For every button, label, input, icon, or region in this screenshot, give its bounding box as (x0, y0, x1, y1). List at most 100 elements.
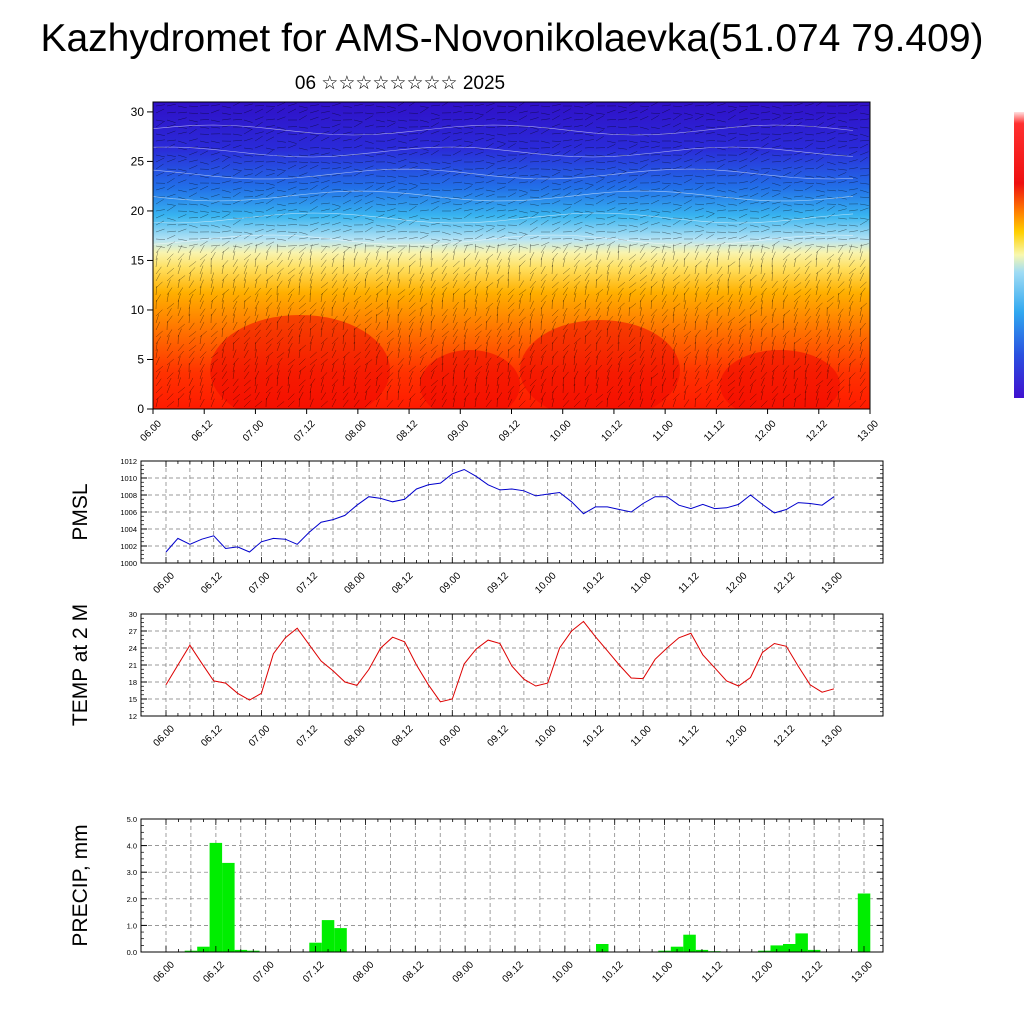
precip-bar-13 (321, 920, 335, 952)
xtick-label-3-4: 08.00 (351, 959, 377, 985)
grid-lines-3 (141, 819, 883, 952)
cs-ytick-label-2: 10 (131, 303, 145, 317)
cs-xtick-label-11: 11.12 (702, 418, 727, 443)
xtick-label-3-11: 11.12 (700, 959, 725, 984)
panel-2: 12 15 18 21 24 27 30 06.00 06.12 07.00 07.12 08.00 0… (69, 604, 884, 749)
cs-xtick-label-6: 09.00 (446, 418, 472, 444)
cs-ytick-label-6: 30 (131, 105, 145, 119)
xtick-label-2-14: 13.00 (819, 723, 845, 749)
precip-bar-35 (596, 944, 609, 952)
cs-ytick-label-5: 25 (131, 154, 145, 168)
ytick-label-2-0: 12 (129, 712, 137, 721)
panel-3: 0.0 1.0 2.0 3.0 4.0 5.0 06.00 06.12 07.00 07.12 08… (69, 815, 884, 985)
xtick-label-3-0: 06.00 (151, 959, 177, 985)
xtick-label-1-6: 09.00 (438, 570, 464, 596)
xtick-label-2-8: 10.00 (533, 723, 559, 749)
ytick-label-1-5: 1010 (120, 474, 137, 483)
cs-xtick-label-7: 09.12 (497, 418, 523, 444)
precip-bar-51 (795, 933, 808, 952)
xtick-label-1-1: 06.12 (199, 570, 225, 596)
xtick-label-1-13: 12.12 (772, 570, 798, 596)
ytick-label-1-6: 1012 (120, 457, 137, 466)
xtick-label-2-9: 10.12 (581, 723, 607, 749)
xtick-label-2-11: 11.12 (677, 723, 702, 748)
ytick-label-3-2: 2.0 (127, 895, 137, 904)
xtick-label-1-14: 13.00 (819, 570, 845, 596)
frame-3 (140, 818, 884, 953)
precip-bar-4 (209, 842, 223, 952)
cs-ytick-label-3: 15 (131, 253, 145, 267)
xtick-label-1-5: 08.12 (390, 570, 416, 596)
precip-bar-5 (222, 862, 235, 952)
xtick-label-3-12: 12.00 (750, 959, 776, 985)
cs-xtick-label-10: 11.00 (651, 418, 676, 443)
ylabel-1: PMSL (69, 483, 92, 540)
cs-xtick-label-4: 08.00 (343, 418, 369, 444)
ytick-label-3-5: 5.0 (127, 815, 137, 824)
xtick-label-2-13: 12.12 (772, 723, 798, 749)
ytick-label-1-2: 1004 (120, 525, 137, 534)
xtick-label-2-2: 07.00 (247, 723, 273, 749)
xtick-label-3-14: 13.00 (849, 959, 875, 985)
xtick-label-3-5: 08.12 (401, 959, 427, 985)
isotherm-lines (153, 124, 854, 246)
cs-xtick-label-8: 10.00 (548, 418, 574, 444)
xtick-label-2-10: 11.00 (629, 723, 654, 748)
xtick-label-3-10: 11.00 (650, 959, 675, 984)
xtick-label-1-7: 09.12 (485, 570, 511, 596)
cs-xtick-label-5: 08.12 (395, 418, 421, 444)
ytick-label-3-3: 3.0 (127, 868, 137, 877)
precip-bar-56 (857, 893, 871, 952)
xtick-label-2-6: 09.00 (438, 723, 464, 749)
xtick-label-3-8: 10.00 (550, 959, 576, 985)
grid-lines-1 (141, 461, 883, 563)
xtick-label-2-4: 08.00 (342, 723, 368, 749)
xtick-label-1-3: 07.12 (295, 570, 321, 596)
xtick-label-2-5: 08.12 (390, 723, 416, 749)
cs-ytick-label-1: 5 (137, 352, 144, 366)
ytick-label-2-6: 30 (129, 610, 137, 619)
precip-bar-50 (783, 944, 796, 952)
xtick-label-2-7: 09.12 (485, 723, 511, 749)
ylabel-3: PRECIP, mm (69, 824, 92, 946)
xtick-label-2-12: 12.00 (724, 723, 750, 749)
cs-xtick-label-13: 12.12 (804, 418, 830, 444)
xtick-label-2-3: 07.12 (295, 723, 321, 749)
cs-xtick-label-3: 07.12 (292, 418, 318, 444)
xtick-label-3-2: 07.00 (251, 959, 277, 985)
xtick-label-1-12: 12.00 (724, 570, 750, 596)
cs-xtick-label-12: 12.00 (753, 418, 779, 444)
precip-bar-14 (334, 928, 347, 952)
ytick-label-2-1: 15 (129, 695, 137, 704)
series-line-2 (165, 620, 835, 703)
ytick-label-3-4: 4.0 (127, 842, 137, 851)
xtick-label-1-8: 10.00 (533, 570, 559, 596)
series-line-1 (165, 468, 835, 553)
cs-ytick-label-0: 0 (137, 402, 144, 416)
ytick-label-1-3: 1006 (120, 508, 137, 517)
xtick-label-2-0: 06.00 (151, 723, 177, 749)
cs-xtick-label-9: 10.12 (599, 418, 625, 444)
ylabel-2: TEMP at 2 M (69, 604, 92, 726)
chart-subtitle: 06 ☆☆☆☆☆☆☆☆ 2025 (294, 73, 506, 94)
ytick-label-3-0: 0.0 (127, 948, 137, 957)
xtick-label-1-2: 07.00 (247, 570, 273, 596)
xtick-label-1-9: 10.12 (581, 570, 607, 596)
cs-xtick-label-14: 13.00 (855, 418, 881, 444)
colorbar (1014, 112, 1024, 398)
ytick-label-1-1: 1002 (120, 542, 137, 551)
ytick-label-2-4: 24 (129, 644, 137, 653)
warm-core-1 (520, 320, 680, 409)
cs-xtick-label-1: 06.12 (190, 418, 216, 444)
xtick-label-3-7: 09.12 (500, 959, 526, 985)
ytick-label-2-3: 21 (129, 661, 137, 670)
precip-bar-42 (683, 934, 696, 952)
xtick-label-1-0: 06.00 (151, 570, 177, 596)
xtick-label-1-11: 11.12 (677, 570, 702, 595)
ytick-label-2-5: 27 (129, 627, 137, 636)
xtick-label-1-4: 08.00 (342, 570, 368, 596)
xtick-label-3-1: 06.12 (201, 959, 227, 985)
chart-title: Kazhydromet for AMS-Novonikolaevka(51.07… (40, 17, 984, 60)
ytick-label-1-0: 1000 (120, 559, 137, 568)
